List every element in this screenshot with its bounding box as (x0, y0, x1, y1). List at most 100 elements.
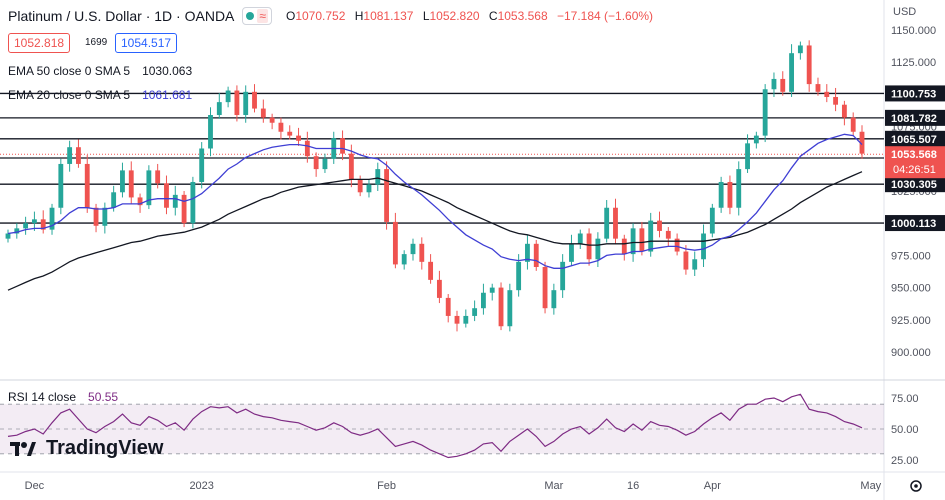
price-tick-label: 900.000 (891, 347, 931, 359)
candle-body (348, 153, 354, 180)
candle-body (771, 78, 777, 90)
candle-body (481, 292, 486, 309)
current-price-label: 1053.568 (891, 149, 937, 161)
time-tick-label: Apr (704, 480, 721, 492)
currency-label: USD (893, 6, 916, 18)
candle-body (630, 228, 636, 255)
spread-value: 1699 (85, 37, 108, 48)
ohlc-values: O1070.752 H1081.137 L1052.820 C1053.568 … (285, 9, 654, 23)
candle-body (683, 251, 689, 270)
rsi-pane: 75.00 50.00 25.00 (0, 393, 919, 467)
candle-body (498, 287, 504, 327)
low-value: 1052.820 (429, 9, 480, 23)
candle-body (164, 183, 169, 208)
high-value: 1081.137 (363, 9, 414, 23)
tradingview-logo-icon (10, 441, 36, 456)
candle-body (269, 117, 275, 123)
candle-body (472, 308, 478, 316)
candle-body (859, 131, 865, 154)
candle-body (93, 207, 99, 226)
candle-body (824, 91, 830, 97)
candle-body (841, 104, 847, 118)
price-tick-label: 925.000 (891, 315, 931, 327)
sell-price-box[interactable]: 1052.818 (8, 33, 71, 53)
candle-body (40, 219, 46, 230)
moving-averages (7, 133, 863, 291)
candle-body (410, 243, 416, 255)
buy-price-box[interactable]: 1054.517 (115, 33, 178, 53)
candle-body (727, 181, 733, 208)
candle-body (84, 163, 90, 208)
level-tag (885, 85, 945, 102)
rsi-tick-label: 25.00 (891, 455, 919, 467)
candle-body (569, 243, 574, 262)
candle-body (657, 220, 662, 231)
rsi-line (7, 393, 863, 459)
candle-body (340, 138, 345, 154)
candle-body (850, 117, 856, 132)
candle-body (366, 184, 372, 193)
level-tag-label: 1030.305 (891, 179, 937, 191)
tradingview-logo[interactable]: TradingView (10, 437, 163, 460)
candle-body (357, 179, 363, 193)
candle-body (304, 140, 310, 157)
ema20-legend[interactable]: EMA 20 close 0 SMA 5 1061.681 (8, 88, 193, 102)
candle-body (577, 233, 583, 244)
candle-body (560, 261, 566, 291)
close-value: 1053.568 (497, 9, 548, 23)
level-tag-label: 1065.507 (891, 134, 937, 146)
candle-body (181, 194, 187, 224)
candle-body (674, 238, 680, 252)
candle-body (401, 254, 407, 265)
candle-body (780, 78, 786, 92)
candle-body (789, 53, 794, 92)
time-tick-label: 2023 (189, 480, 213, 492)
candle-body (586, 233, 592, 260)
level-tag (885, 109, 945, 126)
candle-body (384, 169, 389, 222)
candle-body (287, 131, 293, 136)
candle-body (313, 156, 319, 170)
candle-body (648, 220, 654, 252)
candle-body (5, 233, 11, 239)
candle-body (225, 90, 231, 103)
candle-body (137, 197, 143, 206)
candle-body (49, 207, 55, 230)
symbol-title[interactable]: Platinum / U.S. Dollar · 1D · OANDA (8, 8, 235, 24)
candle-body (753, 135, 759, 144)
candle-body (604, 207, 610, 239)
ema50-legend[interactable]: EMA 50 close 0 SMA 5 1030.063 (8, 64, 193, 78)
market-status[interactable]: ≈ (242, 7, 272, 25)
candle-body (102, 207, 108, 226)
countdown-label: 04:26:51 (893, 164, 936, 176)
candle-body (551, 290, 557, 309)
candle-body (155, 170, 161, 184)
candle-body (745, 143, 750, 170)
level-tag-label: 1081.782 (891, 113, 937, 125)
candle-body (542, 266, 548, 309)
candle-body (120, 170, 125, 193)
change-value: −17.184 (−1.60%) (556, 9, 654, 23)
tradingview-logo-text: TradingView (46, 437, 164, 459)
price-tick-label: 975.000 (891, 250, 931, 262)
candle-body (833, 96, 839, 105)
candle-body (797, 45, 803, 54)
candle-body (507, 290, 513, 327)
candle-body (234, 90, 240, 116)
ema50-line (7, 171, 863, 291)
candle-body (208, 115, 213, 149)
candle-body (806, 45, 812, 85)
candle-body (525, 243, 530, 262)
candle-body (190, 181, 196, 224)
candle-body (260, 108, 266, 118)
candle-body (428, 261, 434, 280)
rsi-legend[interactable]: RSI 14 close 50.55 (8, 390, 119, 404)
chart-header: Platinum / U.S. Dollar · 1D · OANDA ≈ O1… (8, 7, 659, 25)
level-tag-label: 1100.753 (891, 88, 936, 100)
candle-body (146, 170, 152, 206)
candle-body (736, 169, 742, 208)
candle-body (322, 158, 328, 170)
settings-gear-icon[interactable] (910, 480, 922, 492)
